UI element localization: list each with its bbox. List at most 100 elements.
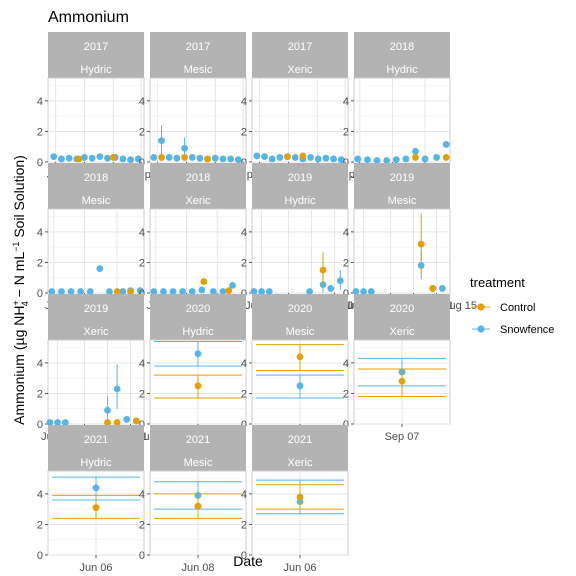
- data-point-snowfence: [383, 157, 391, 164]
- data-point-snowfence: [354, 155, 362, 163]
- panel-background: [47, 339, 145, 425]
- facet-panel-2018-mesic: 2018Mesic024JunJulAug: [37, 163, 145, 312]
- data-point-control: [442, 154, 450, 161]
- legend-label: Control: [500, 302, 535, 314]
- data-point-snowfence: [392, 156, 400, 164]
- data-point-snowfence: [173, 154, 181, 162]
- facet-site-label: Mesic: [184, 457, 213, 469]
- data-point-snowfence: [219, 155, 227, 163]
- data-point-control: [127, 288, 134, 295]
- data-point-snowfence: [291, 154, 299, 161]
- y-tick-label: 0: [241, 550, 247, 562]
- facet-year-label: 2021: [288, 434, 312, 446]
- data-point-snowfence: [442, 141, 450, 148]
- legend-label: Snowfence: [500, 324, 554, 336]
- y-tick-label: 0: [139, 550, 145, 562]
- facet-strip: [150, 32, 246, 78]
- facet-year-label: 2017: [288, 41, 312, 53]
- facet-strip: [150, 294, 246, 340]
- facet-year-label: 2017: [186, 41, 210, 53]
- facet-site-label: Xeric: [287, 64, 313, 76]
- data-point-snowfence: [196, 154, 204, 162]
- facet-panel-2018-xeric: 2018Xeric024JunJulAug: [139, 163, 247, 312]
- data-point-control: [109, 154, 117, 161]
- facet-strip: [354, 32, 450, 78]
- facet-site-label: Hydric: [182, 326, 214, 338]
- data-point-snowfence: [48, 288, 56, 295]
- data-point-snowfence: [46, 419, 54, 426]
- facet-strip: [354, 294, 450, 340]
- data-point-snowfence: [194, 350, 202, 358]
- y-axis-label-text: Ammonium (µg NH+4 − N mL−1 Soil Solution…: [11, 155, 30, 425]
- data-point-snowfence: [209, 288, 217, 295]
- y-tick-label: 2: [241, 126, 247, 138]
- data-point-control: [225, 287, 233, 295]
- data-point-snowfence: [58, 288, 65, 295]
- facet-strip: [252, 294, 348, 340]
- facet-strip: [48, 294, 144, 340]
- facet-panel-2020-mesic: 2020Mesic024Sep 08: [241, 294, 349, 443]
- data-point-snowfence: [258, 288, 265, 295]
- facet-site-label: Hydric: [284, 195, 316, 207]
- facet-strip: [150, 163, 246, 209]
- data-point-snowfence: [123, 416, 131, 423]
- facet-strip: [150, 425, 246, 471]
- data-point-snowfence: [134, 155, 142, 163]
- y-tick-label: 4: [37, 96, 43, 108]
- x-tick-label: Jun 06: [79, 562, 112, 574]
- x-tick-label: Sep 07: [385, 431, 420, 443]
- data-point-snowfence: [227, 155, 235, 163]
- y-tick-label: 4: [241, 489, 247, 501]
- y-tick-label: 0: [37, 157, 43, 169]
- x-axis-label: Date: [233, 553, 263, 569]
- data-point-snowfence: [352, 288, 360, 295]
- facet-site-label: Hydric: [386, 64, 418, 76]
- data-point-snowfence: [402, 155, 410, 163]
- y-tick-label: 2: [139, 388, 145, 400]
- data-point-control: [113, 419, 121, 426]
- data-point-snowfence: [104, 406, 111, 414]
- facet-panel-2021-xeric: 2021 Xeric 0 2 4 Jun 06: [241, 425, 349, 574]
- data-point-snowfence: [50, 153, 58, 161]
- data-point-snowfence: [88, 154, 96, 162]
- facet-site-label: Hydric: [80, 64, 112, 76]
- data-point-control: [194, 382, 202, 390]
- facet-strip: [252, 163, 348, 209]
- data-point-snowfence: [150, 288, 158, 295]
- data-point-snowfence: [219, 288, 227, 295]
- data-point-control: [75, 155, 83, 163]
- data-point-snowfence: [438, 285, 446, 292]
- data-point-control: [194, 502, 202, 510]
- data-point-control: [319, 266, 327, 274]
- y-tick-label: 0: [37, 419, 43, 431]
- data-point-control: [417, 240, 425, 248]
- data-point-snowfence: [67, 288, 75, 295]
- data-point-control: [158, 154, 165, 161]
- data-point-snowfence: [412, 147, 419, 155]
- facet-panel-2019-mesic: 2019Mesic024Jun 15Jul 01Jul 15Aug 01Aug …: [343, 163, 477, 312]
- data-point-control: [296, 353, 304, 361]
- facet-panel-2017-mesic: 2017Mesic024JunJulAugSep: [139, 32, 253, 181]
- data-point-control: [398, 377, 406, 385]
- data-point-snowfence: [306, 288, 313, 295]
- facet-strip: [252, 425, 348, 471]
- data-point-control: [200, 278, 208, 285]
- y-tick-label: 0: [37, 288, 43, 300]
- data-point-snowfence: [373, 157, 381, 164]
- x-tick-label: Jun 06: [283, 562, 316, 574]
- y-tick-label: 4: [37, 489, 43, 501]
- facet-year-label: 2018: [84, 172, 108, 184]
- data-point-snowfence: [234, 156, 242, 164]
- y-tick-label: 4: [241, 358, 247, 370]
- facet-site-label: Xeric: [287, 457, 313, 469]
- facet-panel-2019-hydric: 2019Hydric024Jun 15Jul 01Jul 15Aug 01Aug…: [241, 163, 375, 312]
- data-point-snowfence: [181, 144, 188, 152]
- facet-year-label: 2018: [186, 172, 210, 184]
- facet-strip: [48, 425, 144, 471]
- legend: treatment Control Snowfence: [470, 275, 554, 336]
- data-point-snowfence: [179, 288, 187, 295]
- x-tick-label: Jun 08: [181, 562, 214, 574]
- y-tick-label: 2: [37, 519, 43, 531]
- facet-panel-2020-xeric: 2020Xeric024Sep 07: [343, 294, 451, 443]
